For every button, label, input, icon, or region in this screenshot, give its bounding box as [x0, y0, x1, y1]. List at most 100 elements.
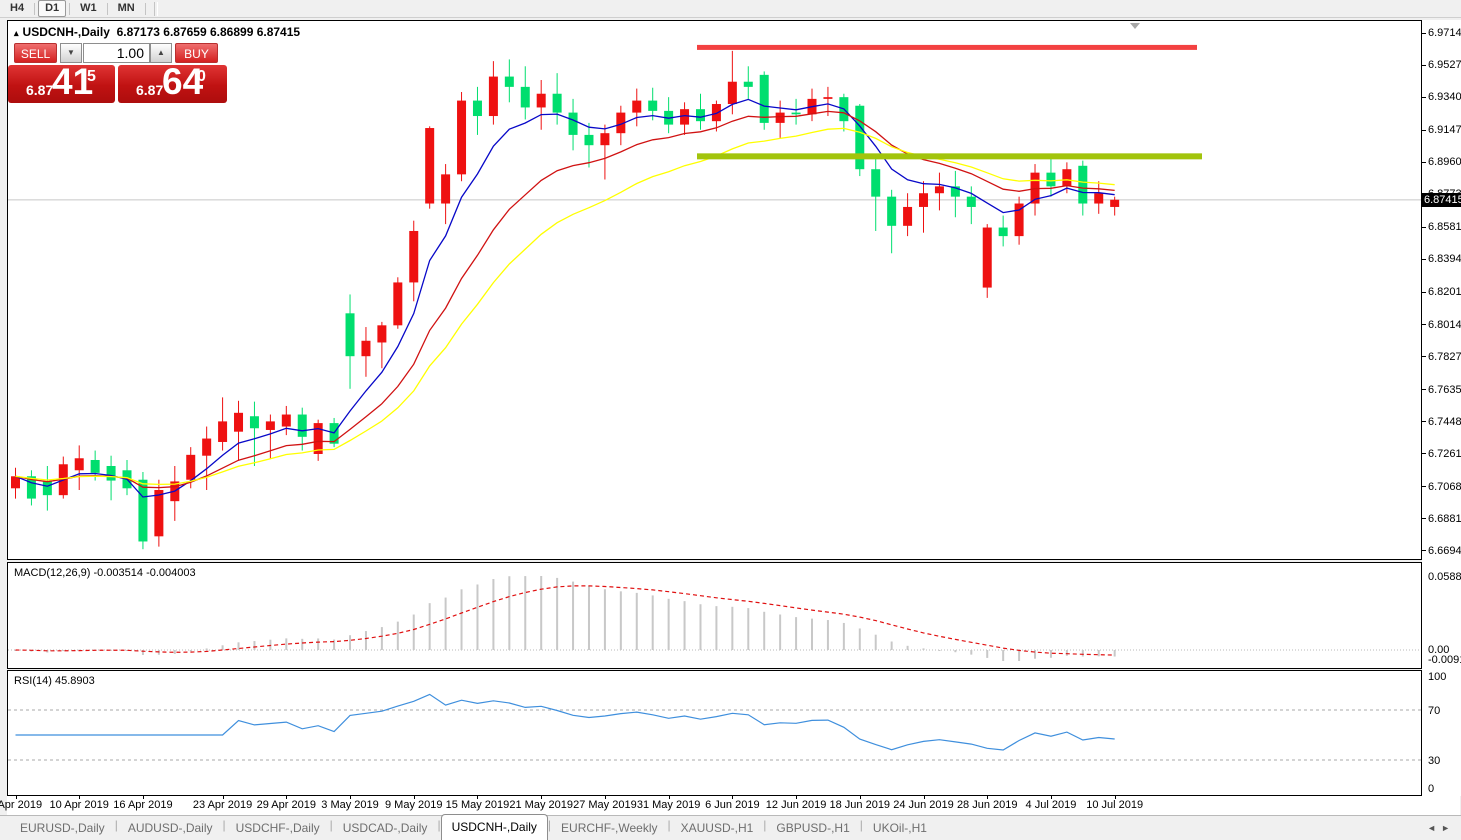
- macd-histogram-bar: [763, 611, 766, 650]
- tab-audusd-daily[interactable]: AUDUSD-,Daily: [127, 821, 213, 835]
- macd-histogram-bar: [428, 603, 431, 650]
- timeframe-mn[interactable]: MN: [117, 2, 135, 14]
- candle-body: [488, 76, 498, 117]
- macd-histogram-bar: [890, 641, 893, 650]
- buy-price-box[interactable]: 6.87 64 0: [118, 61, 227, 103]
- tab-eurusd-daily[interactable]: EURUSD-,Daily: [20, 821, 105, 835]
- candle-body: [616, 112, 626, 134]
- macd-canvas[interactable]: [8, 563, 1421, 668]
- macd-histogram-bar: [1065, 650, 1068, 656]
- macd-histogram-bar: [874, 634, 877, 650]
- macd-histogram-bar: [603, 589, 606, 650]
- macd-signal-line: [15, 585, 1115, 656]
- date-axis-label: 3 May 2019: [321, 799, 379, 811]
- macd-histogram-bar: [906, 645, 909, 650]
- macd-histogram-bar: [126, 650, 129, 651]
- macd-histogram-bar: [205, 648, 208, 650]
- sell-price-box[interactable]: 6.87 41 5: [8, 61, 115, 103]
- macd-histogram-bar: [572, 581, 575, 650]
- candle-body: [536, 93, 546, 108]
- date-axis-tick: [15, 796, 17, 799]
- candle-body: [1094, 193, 1104, 204]
- price-axis-label: 6.85810: [1428, 221, 1461, 234]
- macd-histogram-bar: [173, 650, 176, 654]
- rsi-label: RSI(14) 45.8903: [14, 675, 95, 687]
- candle-body: [727, 81, 737, 105]
- price-axis-label: 6.80145: [1428, 318, 1461, 331]
- toolbar-separator: [144, 2, 146, 15]
- chart-title: ▴ USDCNH-,Daily 6.87173 6.87659 6.86899 6…: [14, 25, 300, 39]
- date-axis-label: 4 Apr 2019: [0, 799, 43, 811]
- price-axis-label: 6.82015: [1428, 286, 1461, 299]
- date-axis-tick: [732, 796, 734, 799]
- tab-eurchf-weekly[interactable]: EURCHF-,Weekly: [561, 821, 658, 835]
- macd-histogram-bar: [364, 631, 367, 650]
- tab-xauusd-h1[interactable]: XAUUSD-,H1: [680, 821, 754, 835]
- tab-scroll-left-icon[interactable]: ◄: [1427, 823, 1442, 833]
- buy-price-base: 6.87: [136, 82, 164, 98]
- price-axis[interactable]: 6.971406.952706.934006.914756.896056.877…: [1422, 20, 1461, 796]
- macd-histogram-bar: [253, 641, 256, 650]
- tab-separator: |: [222, 818, 226, 832]
- toolbar-separator: [106, 2, 108, 15]
- macd-histogram-bar: [412, 614, 415, 650]
- macd-histogram-bar: [141, 650, 144, 655]
- rsi-canvas[interactable]: [8, 671, 1421, 795]
- macd-histogram-bar: [460, 589, 463, 650]
- date-axis-label: 16 Apr 2019: [113, 799, 173, 811]
- candle-body: [377, 325, 387, 343]
- date-axis-label: 28 Jun 2019: [956, 799, 1018, 811]
- macd-histogram-bar: [731, 606, 734, 650]
- candle-body: [90, 459, 100, 473]
- buy-button[interactable]: BUY: [175, 43, 218, 63]
- date-axis-tick: [987, 796, 989, 799]
- rsi-axis-label: 0: [1428, 783, 1435, 795]
- collapse-icon[interactable]: ▴: [14, 28, 19, 38]
- date-axis-tick: [477, 796, 479, 799]
- candle-body: [186, 454, 196, 480]
- tab-ukoil-h1[interactable]: UKOil-,H1: [872, 821, 927, 835]
- macd-histogram-bar: [938, 650, 941, 651]
- macd-histogram-bar: [301, 638, 304, 650]
- candle-body: [11, 476, 20, 489]
- macd-histogram-bar: [333, 639, 336, 650]
- volume-decrease-button[interactable]: ▼: [60, 43, 82, 63]
- date-axis-label: 10 Apr 2019: [49, 799, 109, 811]
- tab-usdcad-daily[interactable]: USDCAD-,Daily: [342, 821, 428, 835]
- candle-body: [1078, 165, 1088, 204]
- macd-histogram-bar: [476, 584, 479, 650]
- rsi-axis-label: 30: [1428, 755, 1441, 767]
- timeframe-w1[interactable]: W1: [80, 2, 97, 14]
- price-axis-label: 6.97140: [1428, 27, 1461, 39]
- candle-body: [982, 227, 992, 288]
- date-axis-label: 27 May 2019: [573, 799, 637, 811]
- price-axis-label: 6.70685: [1428, 480, 1461, 493]
- tab-scroll-right-icon[interactable]: ►: [1441, 823, 1455, 833]
- candle-body: [409, 230, 419, 283]
- macd-histogram-bar: [922, 648, 925, 650]
- sell-button[interactable]: SELL: [14, 43, 57, 63]
- current-price-tag: 6.87415: [1422, 192, 1461, 207]
- tab-usdcnh-daily[interactable]: USDCNH-,Daily: [440, 814, 548, 840]
- timeframe-d1[interactable]: D1: [38, 0, 67, 17]
- price-axis-tick: [1422, 453, 1426, 455]
- main-chart-canvas[interactable]: [8, 21, 1421, 559]
- chart-symbol-label: USDCNH-,Daily: [22, 25, 110, 39]
- symbol-tabs: EURUSD-,Daily | AUDUSD-,Daily | USDCHF-,Dail…: [10, 813, 937, 840]
- date-axis[interactable]: 4 Apr 2019 10 Apr 2019 16 Apr 2019 23 Apr 2…: [0, 796, 1460, 815]
- price-axis-tick: [1422, 129, 1426, 131]
- candle-body: [903, 206, 913, 226]
- price-axis-tick: [1422, 161, 1426, 163]
- macd-panel: MACD(12,26,9) -0.003514 -0.004003: [7, 562, 1422, 669]
- tab-gbpusd-h1[interactable]: GBPUSD-,H1: [776, 821, 850, 835]
- macd-histogram-bar: [811, 618, 813, 650]
- timeframe-h4[interactable]: H4: [10, 2, 25, 14]
- candle-body: [313, 423, 323, 454]
- volume-input[interactable]: [83, 43, 150, 63]
- candle-body: [695, 109, 705, 122]
- volume-increase-button[interactable]: ▲: [150, 43, 172, 63]
- macd-histogram-bar: [715, 606, 718, 650]
- price-axis-tick: [1422, 64, 1426, 66]
- candle-body: [1062, 169, 1072, 187]
- tab-usdchf-daily[interactable]: USDCHF-,Daily: [235, 821, 320, 835]
